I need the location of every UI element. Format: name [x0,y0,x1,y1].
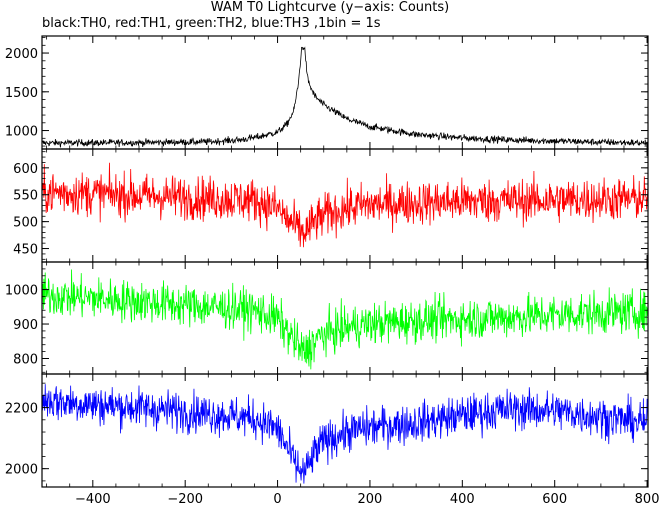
panel-th3: 2000 2200 [5,373,649,488]
x-axis-labels: −400 −200 0 200 400 600 800 [75,492,660,505]
x-tick-label: −400 [75,492,111,505]
y-tick-label: 500 [13,216,38,231]
y-tick-label: 1000 [5,284,38,299]
panel-th0: 1000 1500 2000 [5,35,649,150]
x-tick-label: 800 [635,492,660,505]
x-tick-label: 0 [273,492,281,505]
series-line-th0 [42,46,648,148]
x-tick-label: 600 [542,492,567,505]
series-line-th1 [42,162,648,248]
x-tick-label: −200 [167,492,203,505]
panel-frame [41,35,649,150]
y-tick-label: 900 [13,318,38,333]
series-line-th3 [42,384,648,484]
panel-th1: 450 500 550 600 [13,148,649,263]
x-tick-label: 400 [450,492,475,505]
y-tick-label: 1500 [5,86,38,101]
y-tick-label: 800 [13,352,38,367]
y-tick-label: 1000 [5,125,38,140]
chart-subtitle: black:TH0, red:TH1, green:TH2, blue:TH3 … [42,16,381,31]
chart-title: WAM T0 Lightcurve (y−axis: Counts) [210,0,450,15]
y-tick-label: 550 [13,189,38,204]
y-tick-label: 2200 [5,402,38,417]
y-tick-label: 2000 [5,463,38,478]
panel-th2: 800 900 1000 [5,261,649,375]
series-line-th2 [42,269,648,370]
y-tick-label: 2000 [5,47,38,62]
panel-frame [41,373,649,488]
y-tick-label: 450 [13,243,38,258]
x-tick-label: 200 [358,492,383,505]
y-tick-label: 600 [13,162,38,177]
